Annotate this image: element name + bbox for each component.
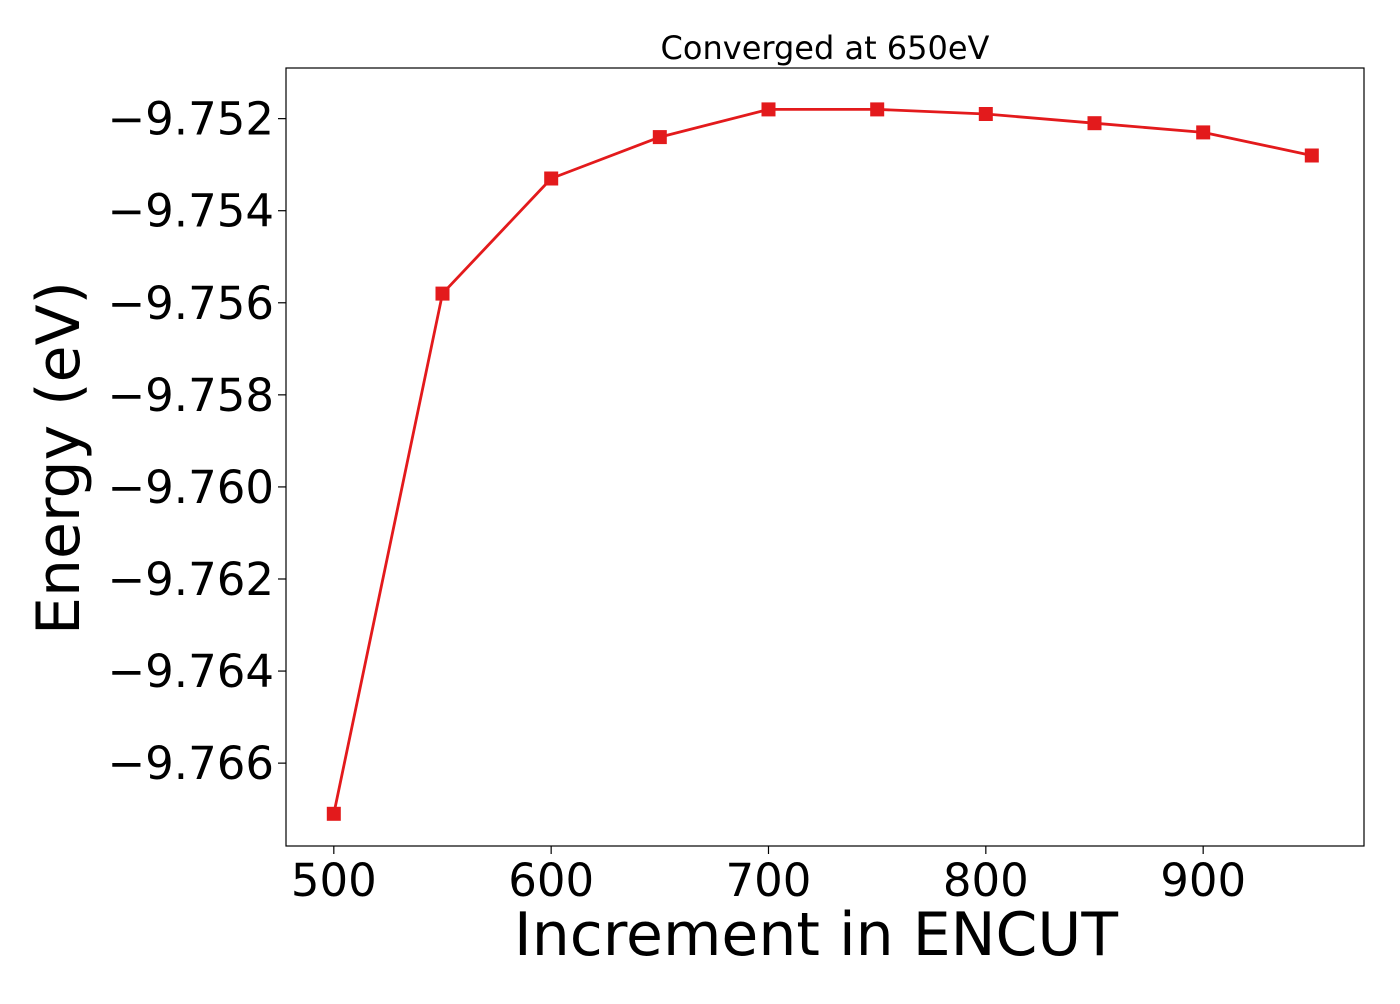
y-tick-label: −9.766 xyxy=(107,737,274,790)
data-point xyxy=(652,130,667,145)
data-point xyxy=(1087,116,1102,131)
data-point xyxy=(761,102,776,117)
plot-area xyxy=(326,102,1319,821)
x-axis-label: Increment in ENCUT xyxy=(514,900,1118,970)
y-tick-label: −9.764 xyxy=(107,645,274,698)
data-point xyxy=(1196,125,1211,140)
y-tick-label: −9.762 xyxy=(107,553,274,606)
y-tick-label: −9.756 xyxy=(107,277,274,330)
y-tick-label: −9.754 xyxy=(107,185,274,238)
chart-title: Converged at 650eV xyxy=(661,29,990,67)
data-point xyxy=(544,171,559,186)
series-line xyxy=(332,108,1313,815)
y-tick-label: −9.758 xyxy=(107,369,274,422)
x-tick-label: 700 xyxy=(726,854,812,907)
x-tick-label: 800 xyxy=(943,854,1029,907)
x-tick-label: 600 xyxy=(508,854,594,907)
y-tick-label: −9.752 xyxy=(107,93,274,146)
y-axis-label: Energy (eV) xyxy=(24,281,94,635)
data-point xyxy=(326,806,341,821)
data-point xyxy=(870,102,885,117)
data-point xyxy=(1304,148,1319,163)
plot-frame xyxy=(285,67,1365,847)
x-tick-label: 900 xyxy=(1160,854,1246,907)
data-point xyxy=(435,286,450,301)
x-tick-label: 500 xyxy=(291,854,377,907)
y-tick-label: −9.760 xyxy=(107,461,274,514)
axes: 500 600 700 800 900 −9.766 −9.764 −9.762 −9.760 −… xyxy=(107,67,1365,907)
data-point xyxy=(978,107,993,121)
